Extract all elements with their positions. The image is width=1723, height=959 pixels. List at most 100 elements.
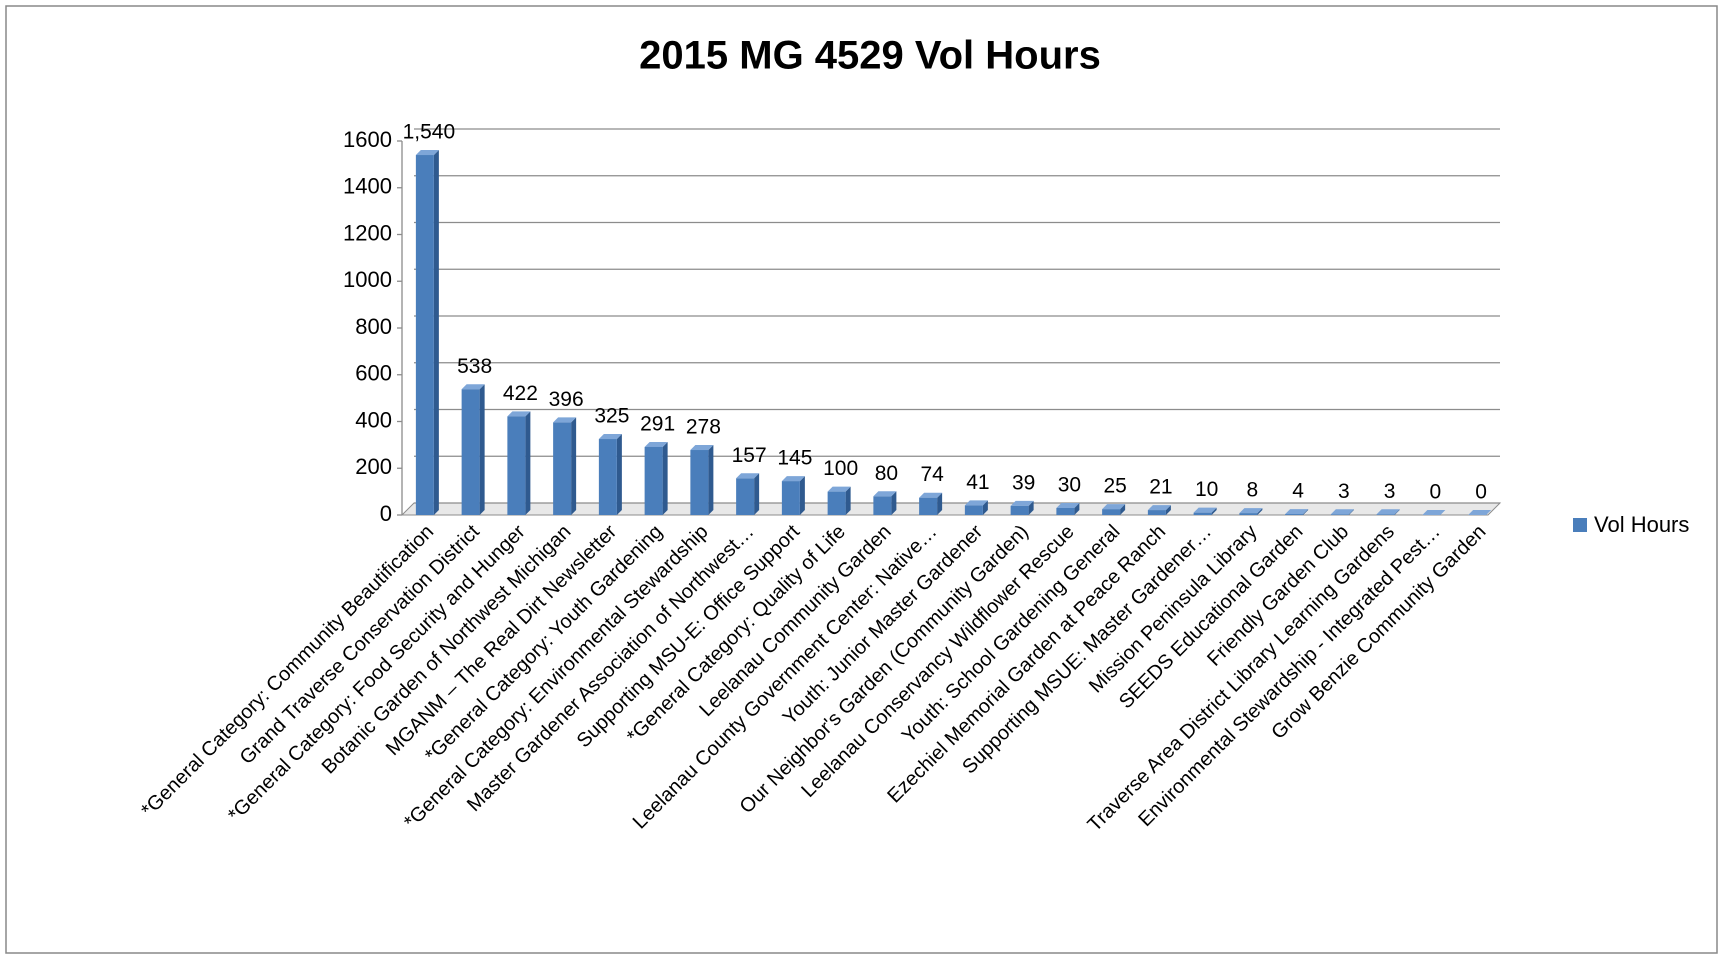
bar-top <box>1422 510 1446 515</box>
y-tick-label: 1400 <box>343 174 392 199</box>
bar-side <box>708 445 714 515</box>
bar-top <box>553 417 577 423</box>
y-tick-label: 1000 <box>343 267 392 292</box>
bar-top <box>1285 509 1309 515</box>
bar <box>1010 505 1029 515</box>
value-label: 396 <box>549 388 584 411</box>
bar <box>1147 510 1166 515</box>
bar-top <box>1239 508 1263 514</box>
bar-top <box>873 491 897 497</box>
bar-top <box>919 492 943 498</box>
value-label: 145 <box>777 447 812 470</box>
chart-border <box>5 5 1718 954</box>
bar-side <box>937 492 943 515</box>
bar-side <box>1120 504 1126 515</box>
bar-side <box>1257 508 1263 515</box>
bar-side <box>799 476 805 515</box>
bar <box>507 416 526 515</box>
value-label: 21 <box>1149 476 1172 499</box>
bar <box>1102 509 1121 515</box>
bar-side <box>754 473 760 515</box>
bar-top <box>1102 504 1126 510</box>
value-label: 325 <box>594 405 629 428</box>
value-label: 39 <box>1012 471 1035 494</box>
bar-top <box>507 411 531 417</box>
bar-top <box>1147 505 1171 511</box>
value-label: 422 <box>503 382 538 405</box>
y-tick-label: 400 <box>355 407 392 432</box>
bar-side <box>616 434 622 515</box>
bar <box>1239 513 1258 515</box>
bar-side <box>1394 509 1400 515</box>
bar-top <box>1330 509 1354 515</box>
bar <box>644 446 663 515</box>
value-label: 30 <box>1058 474 1081 497</box>
bar-top <box>736 473 760 479</box>
value-label: 1,540 <box>403 121 456 144</box>
value-label: 291 <box>640 413 675 436</box>
value-label: 4 <box>1292 480 1304 503</box>
value-label: 0 <box>1475 481 1487 504</box>
bar <box>736 478 755 515</box>
bar-side <box>571 417 577 515</box>
bar-side <box>479 384 485 515</box>
bar-side <box>1028 500 1034 515</box>
y-tick-label: 1200 <box>343 220 392 245</box>
bar-top <box>598 434 622 440</box>
value-label: 25 <box>1103 475 1126 498</box>
legend-swatch <box>1573 518 1587 532</box>
value-label: 80 <box>875 462 898 485</box>
bar-top <box>1468 510 1492 515</box>
bar-top <box>1056 502 1080 508</box>
bar-side <box>982 500 988 515</box>
bar <box>1285 514 1304 515</box>
value-label: 0 <box>1430 481 1442 504</box>
bar-side <box>1211 507 1217 515</box>
bar <box>919 497 938 515</box>
bar <box>598 439 617 515</box>
chart-title: 2015 MG 4529 Vol Hours <box>639 34 1101 78</box>
bar-top <box>964 500 988 506</box>
bar-top <box>781 476 805 482</box>
bar-side <box>662 441 668 515</box>
bar-side <box>525 411 531 515</box>
bar <box>827 491 846 515</box>
y-tick-label: 0 <box>380 501 392 526</box>
bar-side <box>845 486 851 515</box>
value-label: 157 <box>732 444 767 467</box>
bar <box>690 450 709 515</box>
bar <box>1056 507 1075 515</box>
legend-label: Vol Hours <box>1594 512 1689 537</box>
bar-top <box>461 384 485 390</box>
value-label: 10 <box>1195 478 1218 501</box>
bar <box>1330 514 1349 515</box>
bar <box>553 422 572 515</box>
y-tick-label: 800 <box>355 314 392 339</box>
bar-top <box>1193 507 1217 513</box>
value-label: 100 <box>823 457 858 480</box>
bar-side <box>1303 509 1309 515</box>
bar <box>873 496 892 515</box>
value-label: 3 <box>1338 480 1350 503</box>
bar-side <box>433 150 439 515</box>
bar <box>1376 514 1395 515</box>
bar <box>415 155 434 515</box>
bar-top <box>644 441 668 447</box>
bar-top <box>690 445 714 451</box>
y-tick-label: 200 <box>355 454 392 479</box>
bar <box>1193 512 1212 515</box>
bar-top <box>1376 509 1400 515</box>
value-label: 3 <box>1384 480 1396 503</box>
value-label: 538 <box>457 355 492 378</box>
bar-top <box>827 486 851 492</box>
bar-side <box>1348 509 1354 515</box>
bar-side <box>1074 502 1080 515</box>
value-label: 74 <box>920 463 944 486</box>
y-tick-label: 1600 <box>343 127 392 152</box>
bar-top <box>415 150 439 156</box>
bar <box>461 389 480 515</box>
value-label: 8 <box>1247 479 1259 502</box>
value-label: 41 <box>966 471 989 494</box>
bar-side <box>891 491 897 515</box>
